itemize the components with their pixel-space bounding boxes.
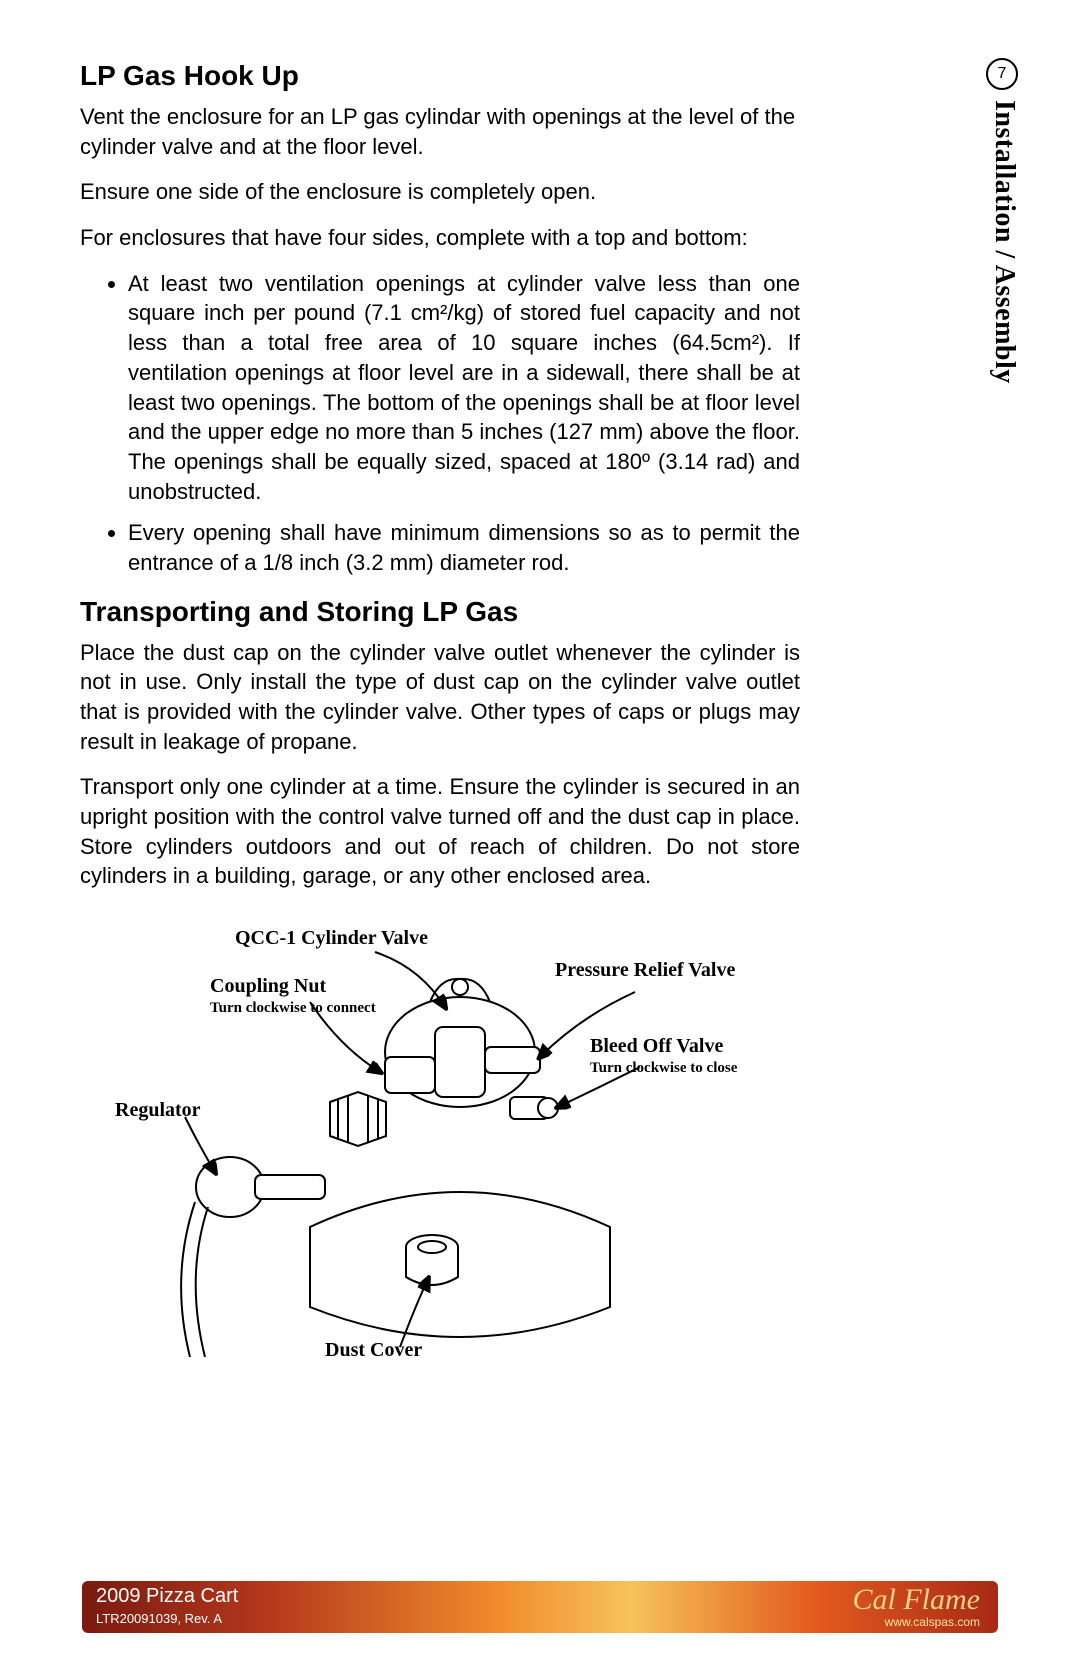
main-content: LP Gas Hook Up Vent the enclosure for an… bbox=[80, 60, 800, 1387]
page-footer: 2009 Pizza Cart LTR20091039, Rev. A Cal … bbox=[0, 1581, 1080, 1633]
diagram-label-text: Coupling Nut bbox=[210, 975, 326, 997]
footer-revision: LTR20091039, Rev. A bbox=[96, 1611, 222, 1626]
cylinder-valve-diagram: QCC-1 Cylinder Valve Coupling Nut Turn c… bbox=[80, 907, 800, 1387]
paragraph: Place the dust cap on the cylinder valve… bbox=[80, 638, 800, 757]
footer-url: www.calspas.com bbox=[885, 1615, 980, 1629]
page-number: 7 bbox=[998, 65, 1007, 83]
footer-logo: Cal Flame bbox=[853, 1583, 981, 1617]
section-side-tab: Installation / Assembly bbox=[988, 100, 1020, 384]
heading-lp-gas-hook-up: LP Gas Hook Up bbox=[80, 60, 800, 92]
paragraph: Transport only one cylinder at a time. E… bbox=[80, 772, 800, 891]
footer-title: 2009 Pizza Cart bbox=[96, 1585, 238, 1608]
paragraph: For enclosures that have four sides, com… bbox=[80, 223, 800, 253]
diagram-label-dust: Dust Cover bbox=[325, 1339, 422, 1362]
diagram-sublabel: Turn clockwise to connect bbox=[210, 1000, 376, 1017]
page: 7 Installation / Assembly LP Gas Hook Up… bbox=[0, 0, 1080, 1669]
list-item: Every opening shall have minimum dimensi… bbox=[128, 518, 800, 577]
diagram-label-coupling: Coupling Nut Turn clockwise to connect bbox=[210, 975, 376, 1017]
diagram-label-regulator: Regulator bbox=[115, 1099, 201, 1122]
paragraph: Ensure one side of the enclosure is comp… bbox=[80, 177, 800, 207]
diagram-sublabel: Turn clockwise to close bbox=[590, 1060, 737, 1077]
diagram-label-text: Bleed Off Valve bbox=[590, 1035, 723, 1057]
list-item: At least two ventilation openings at cyl… bbox=[128, 269, 800, 507]
bullet-list: At least two ventilation openings at cyl… bbox=[80, 269, 800, 578]
paragraph: Vent the enclosure for an LP gas cylinda… bbox=[80, 102, 800, 161]
diagram-label-pressure: Pressure Relief Valve bbox=[555, 959, 735, 982]
page-number-badge: 7 bbox=[986, 58, 1018, 90]
diagram-label-qcc: QCC-1 Cylinder Valve bbox=[235, 927, 428, 950]
heading-transporting-storing: Transporting and Storing LP Gas bbox=[80, 596, 800, 628]
diagram-label-bleed: Bleed Off Valve Turn clockwise to close bbox=[590, 1035, 737, 1077]
